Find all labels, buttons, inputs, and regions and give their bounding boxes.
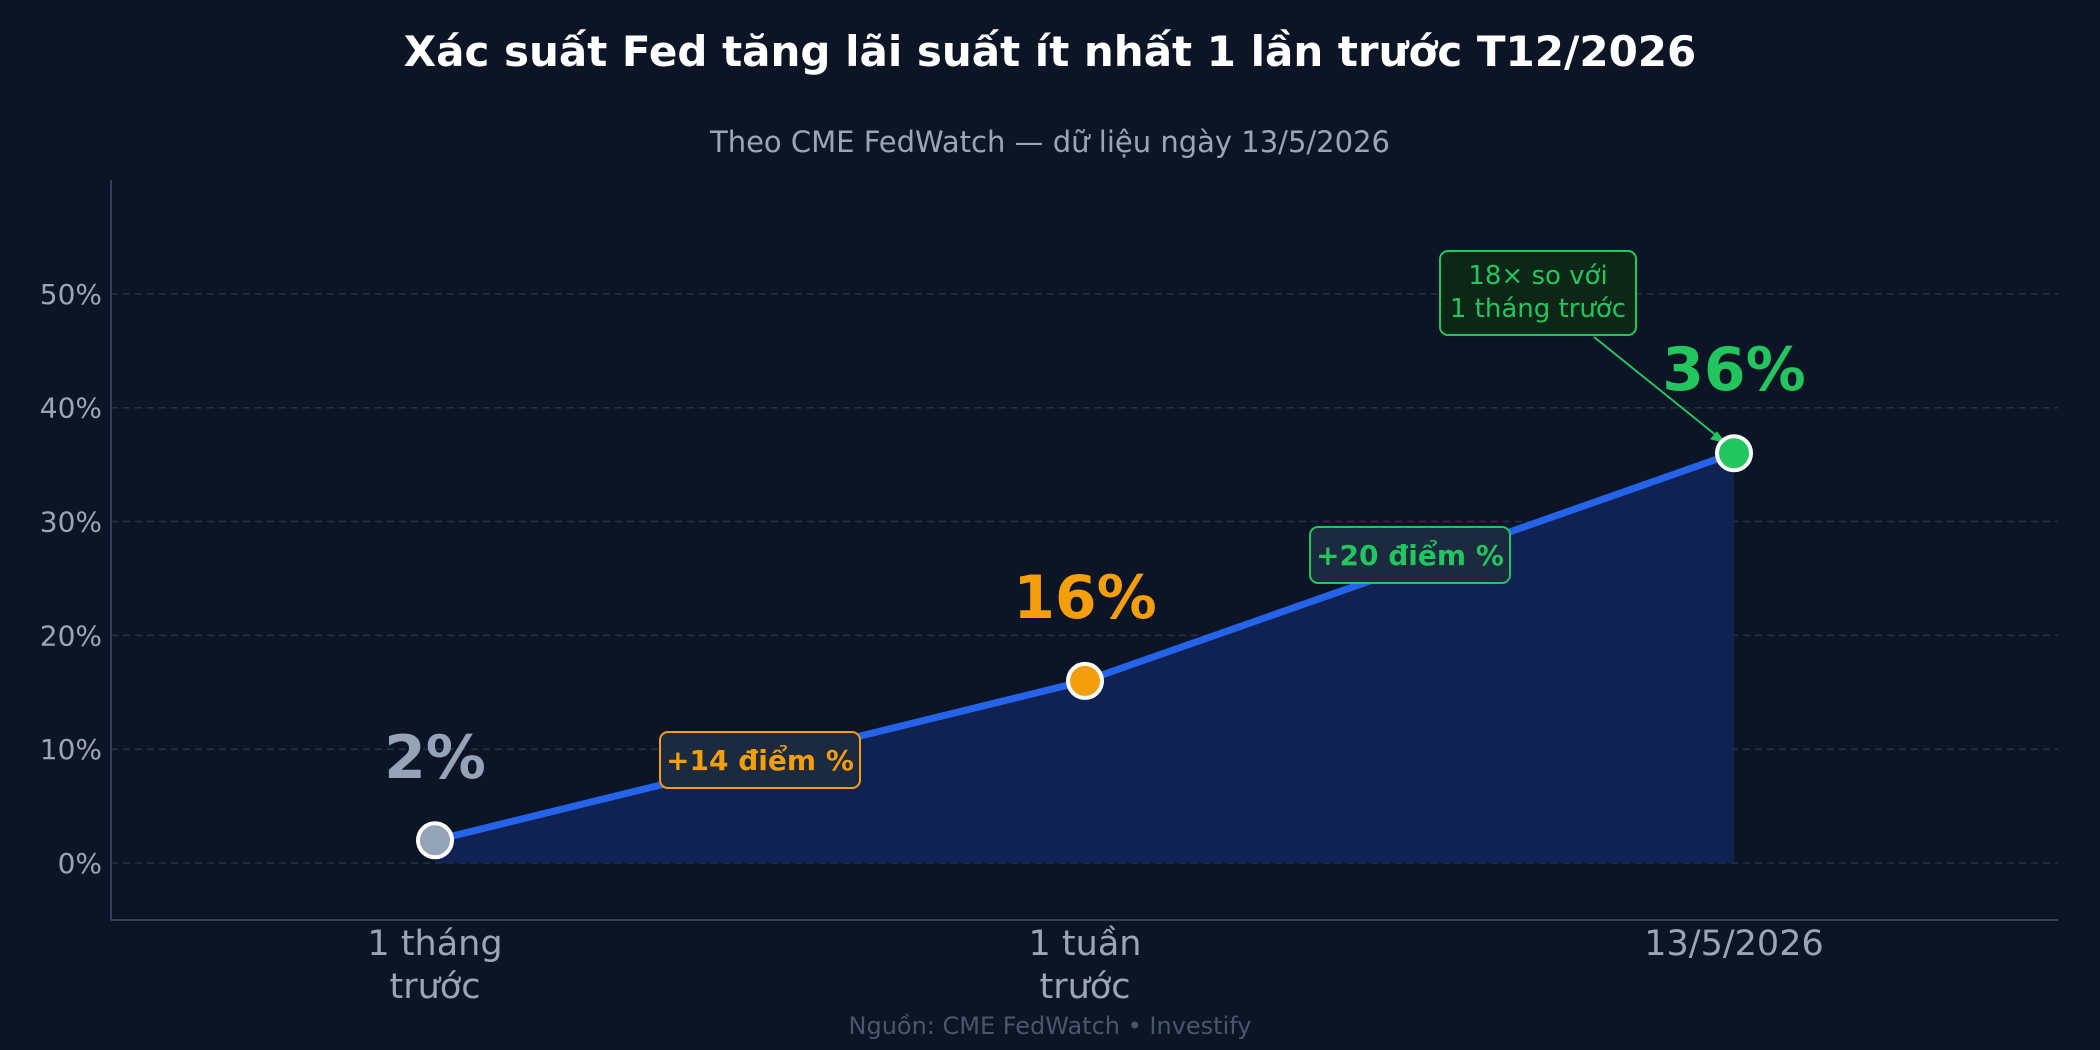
value-labels: 2% 16% 36% [384, 335, 1806, 793]
y-tick-label: 10% [40, 733, 102, 766]
area-fill [435, 453, 1734, 864]
y-axis-ticks: 0% 10% 20% 30% 40% 50% [40, 278, 102, 880]
data-point [1715, 434, 1753, 473]
value-label: 36% [1662, 335, 1806, 405]
chart-title: Xác suất Fed tăng lãi suất ít nhất 1 lần… [404, 27, 1696, 76]
x-tick-label: 1 tháng [367, 924, 502, 964]
x-tick-label: 1 tuần [1029, 924, 1142, 964]
x-tick-label: trước [1040, 967, 1131, 1007]
annotation-label: +20 điểm % [1316, 538, 1504, 572]
data-points [416, 434, 1753, 860]
data-point [416, 821, 454, 860]
change-annotations: +14 điểm % +20 điểm % [659, 526, 1511, 789]
source-note: Nguồn: CME FedWatch • Investify [849, 1012, 1252, 1040]
data-point [1066, 661, 1104, 700]
callout-arrow [1593, 336, 1727, 445]
chart-subtitle: Theo CME FedWatch — dữ liệu ngày 13/5/20… [709, 125, 1390, 159]
y-tick-label: 0% [58, 847, 102, 880]
y-tick-label: 50% [40, 278, 102, 311]
callout-text: 18× so với [1468, 261, 1607, 291]
annotation-box [1309, 526, 1511, 584]
y-tick-label: 20% [40, 619, 102, 652]
x-tick-label: trước [390, 967, 481, 1007]
y-tick-label: 40% [40, 392, 102, 425]
y-tick-label: 30% [40, 506, 102, 539]
callout-box [1439, 250, 1637, 336]
annotation-box [659, 731, 861, 789]
value-label: 2% [384, 723, 486, 793]
callout-text: 1 tháng trước [1450, 294, 1626, 324]
x-tick-label: 13/5/2026 [1644, 924, 1823, 964]
annotation-label: +14 điểm % [666, 743, 854, 777]
value-label: 16% [1013, 563, 1157, 633]
